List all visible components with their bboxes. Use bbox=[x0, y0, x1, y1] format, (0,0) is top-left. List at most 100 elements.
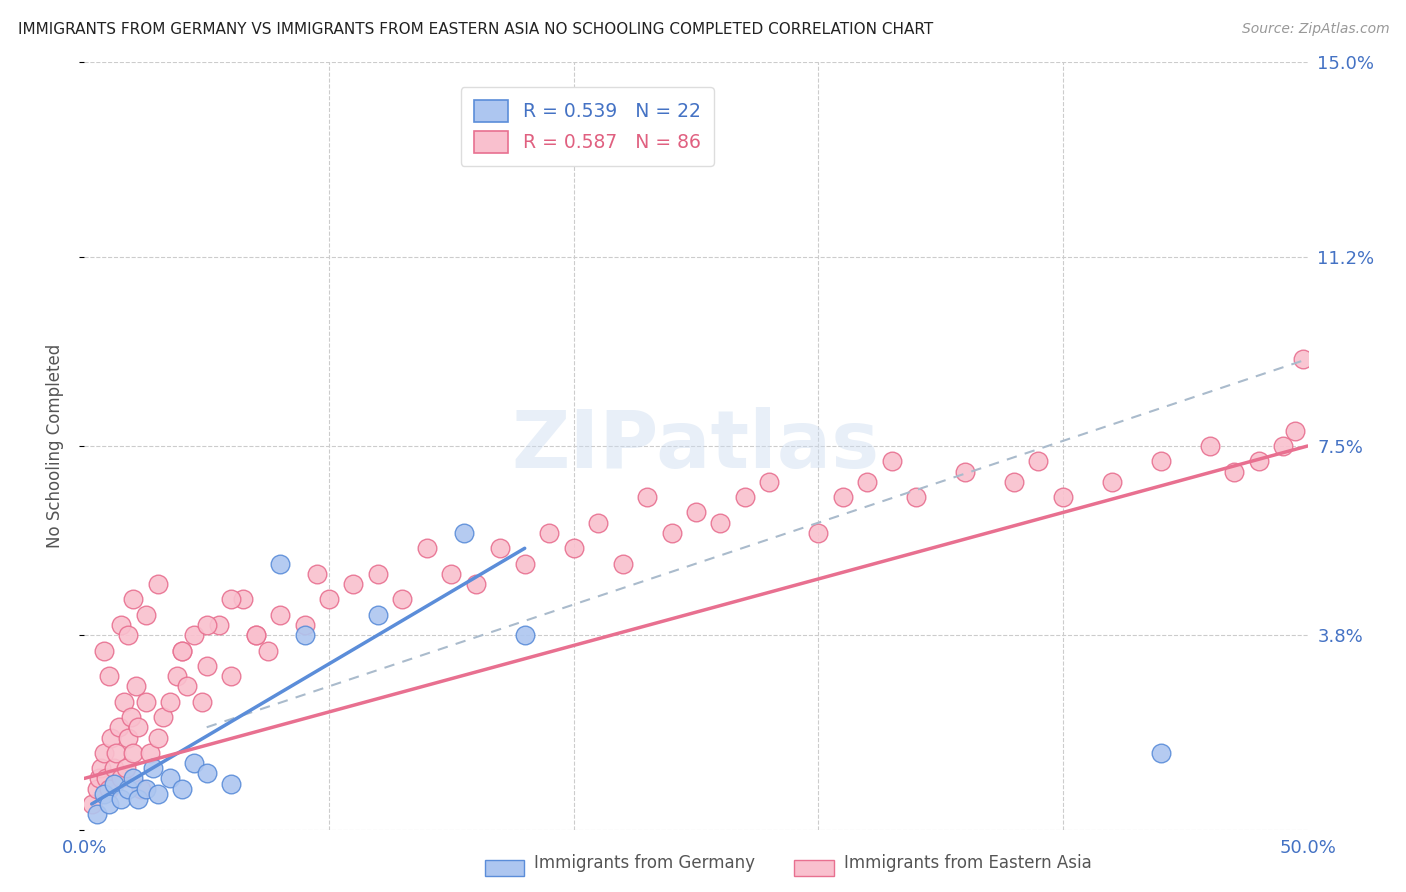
Point bbox=[1052, 490, 1074, 504]
Text: ZIPatlas: ZIPatlas bbox=[512, 407, 880, 485]
Point bbox=[294, 618, 316, 632]
Point bbox=[734, 490, 756, 504]
Point bbox=[117, 781, 139, 796]
Point bbox=[120, 710, 142, 724]
Point bbox=[269, 557, 291, 571]
Point bbox=[538, 525, 561, 540]
Point bbox=[152, 710, 174, 724]
Point bbox=[612, 557, 634, 571]
Point bbox=[103, 776, 125, 790]
Point bbox=[245, 628, 267, 642]
Point bbox=[135, 781, 157, 796]
Point bbox=[191, 695, 214, 709]
Point bbox=[90, 761, 112, 775]
Point bbox=[661, 525, 683, 540]
Point bbox=[93, 746, 115, 760]
Point bbox=[80, 797, 103, 811]
Point bbox=[1284, 424, 1306, 438]
Point bbox=[391, 592, 413, 607]
Point bbox=[1150, 454, 1173, 468]
Point bbox=[159, 772, 181, 786]
Point bbox=[86, 781, 108, 796]
Point bbox=[305, 566, 328, 581]
Point bbox=[86, 807, 108, 822]
Point bbox=[183, 756, 205, 770]
Point bbox=[117, 731, 139, 745]
Point bbox=[562, 541, 585, 556]
Point bbox=[1272, 439, 1295, 453]
Point bbox=[856, 475, 879, 489]
Point bbox=[127, 720, 149, 734]
Point bbox=[513, 557, 536, 571]
Point bbox=[166, 669, 188, 683]
Point bbox=[172, 643, 194, 657]
Point bbox=[97, 797, 120, 811]
Point bbox=[100, 731, 122, 745]
Point bbox=[112, 695, 135, 709]
Point bbox=[87, 772, 110, 786]
Point bbox=[219, 669, 242, 683]
Point bbox=[269, 607, 291, 622]
Point bbox=[1028, 454, 1050, 468]
Point bbox=[93, 643, 115, 657]
Point bbox=[905, 490, 928, 504]
Point bbox=[1247, 454, 1270, 468]
Point bbox=[183, 628, 205, 642]
Point bbox=[709, 516, 731, 530]
Point bbox=[110, 772, 132, 786]
Point bbox=[513, 628, 536, 642]
Point bbox=[117, 628, 139, 642]
Legend: R = 0.539   N = 22, R = 0.587   N = 86: R = 0.539 N = 22, R = 0.587 N = 86 bbox=[461, 87, 714, 166]
Point bbox=[416, 541, 439, 556]
Point bbox=[172, 781, 194, 796]
Point bbox=[195, 618, 218, 632]
Point bbox=[110, 618, 132, 632]
Point bbox=[1198, 439, 1220, 453]
Point bbox=[1292, 352, 1315, 367]
Point bbox=[464, 577, 486, 591]
Point bbox=[245, 628, 267, 642]
Point bbox=[97, 781, 120, 796]
Point bbox=[115, 761, 138, 775]
Point bbox=[135, 695, 157, 709]
Point bbox=[110, 792, 132, 806]
Point bbox=[1223, 465, 1246, 479]
Point bbox=[93, 787, 115, 801]
Point bbox=[219, 776, 242, 790]
Text: IMMIGRANTS FROM GERMANY VS IMMIGRANTS FROM EASTERN ASIA NO SCHOOLING COMPLETED C: IMMIGRANTS FROM GERMANY VS IMMIGRANTS FR… bbox=[18, 22, 934, 37]
Point bbox=[122, 746, 145, 760]
Point bbox=[232, 592, 254, 607]
Point bbox=[96, 772, 118, 786]
Point bbox=[440, 566, 463, 581]
Point bbox=[122, 592, 145, 607]
Point bbox=[636, 490, 658, 504]
Point bbox=[97, 669, 120, 683]
Point bbox=[146, 787, 169, 801]
Point bbox=[195, 659, 218, 673]
Point bbox=[1101, 475, 1123, 489]
Point bbox=[758, 475, 780, 489]
Point bbox=[105, 746, 128, 760]
Text: Source: ZipAtlas.com: Source: ZipAtlas.com bbox=[1241, 22, 1389, 37]
Point bbox=[685, 506, 707, 520]
Point bbox=[953, 465, 976, 479]
Point bbox=[294, 628, 316, 642]
Point bbox=[139, 746, 162, 760]
Point bbox=[172, 643, 194, 657]
Point bbox=[176, 679, 198, 693]
Point bbox=[129, 781, 152, 796]
Y-axis label: No Schooling Completed: No Schooling Completed bbox=[45, 344, 63, 548]
Point bbox=[367, 566, 389, 581]
Point bbox=[257, 643, 280, 657]
Point bbox=[122, 772, 145, 786]
Text: Immigrants from Eastern Asia: Immigrants from Eastern Asia bbox=[844, 855, 1091, 872]
Point bbox=[142, 761, 165, 775]
Point bbox=[107, 720, 129, 734]
Point bbox=[342, 577, 364, 591]
Point bbox=[219, 592, 242, 607]
Point bbox=[195, 766, 218, 780]
Point bbox=[159, 695, 181, 709]
Point bbox=[318, 592, 340, 607]
Point bbox=[125, 679, 148, 693]
Point bbox=[367, 607, 389, 622]
